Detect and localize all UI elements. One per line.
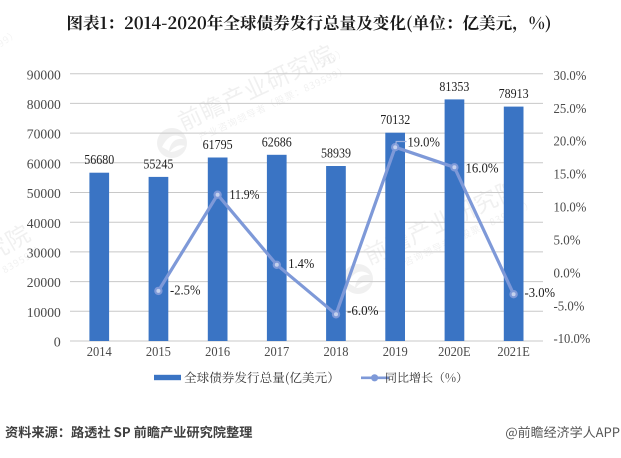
svg-text:-5.0%: -5.0% [554,299,585,314]
svg-text:60000: 60000 [27,157,61,172]
svg-text:11.9%: 11.9% [230,188,260,203]
svg-text:2020E: 2020E [438,345,471,360]
svg-text:2018: 2018 [324,345,349,360]
svg-text:30.0%: 30.0% [554,69,587,84]
svg-text:10000: 10000 [27,306,61,321]
svg-text:2017: 2017 [264,345,289,360]
svg-text:-3.0%: -3.0% [525,286,556,301]
svg-text:50000: 50000 [27,187,61,202]
svg-text:2021E: 2021E [497,345,530,360]
svg-text:10.0%: 10.0% [554,201,587,216]
svg-text:2016: 2016 [205,345,230,360]
svg-text:-10.0%: -10.0% [554,332,591,347]
svg-text:2019: 2019 [383,345,408,360]
svg-text:40000: 40000 [27,217,61,232]
svg-text:55245: 55245 [143,157,173,172]
svg-text:0.0%: 0.0% [554,266,581,281]
svg-text:90000: 90000 [27,68,61,83]
svg-text:25.0%: 25.0% [554,102,587,117]
svg-text:58939: 58939 [321,147,351,162]
svg-text:30000: 30000 [27,247,61,262]
svg-text:1.4%: 1.4% [288,257,314,272]
svg-text:-6.0%: -6.0% [347,304,379,319]
svg-text:81353: 81353 [439,80,469,95]
svg-text:16.0%: 16.0% [466,162,499,177]
svg-text:56680: 56680 [84,153,114,168]
svg-text:20.0%: 20.0% [554,135,587,150]
svg-text:78913: 78913 [499,87,529,102]
svg-text:80000: 80000 [27,98,61,113]
svg-text:-2.5%: -2.5% [170,284,201,299]
svg-text:2014: 2014 [87,345,112,360]
svg-text:70000: 70000 [27,128,61,143]
svg-text:61795: 61795 [203,138,233,153]
svg-text:70132: 70132 [380,113,410,128]
svg-text:15.0%: 15.0% [554,168,587,183]
svg-text:62686: 62686 [262,135,292,150]
svg-text:2015: 2015 [146,345,171,360]
svg-text:20000: 20000 [27,276,61,291]
svg-text:5.0%: 5.0% [554,233,581,248]
svg-text:0: 0 [54,336,61,351]
svg-text:19.0%: 19.0% [408,136,441,151]
